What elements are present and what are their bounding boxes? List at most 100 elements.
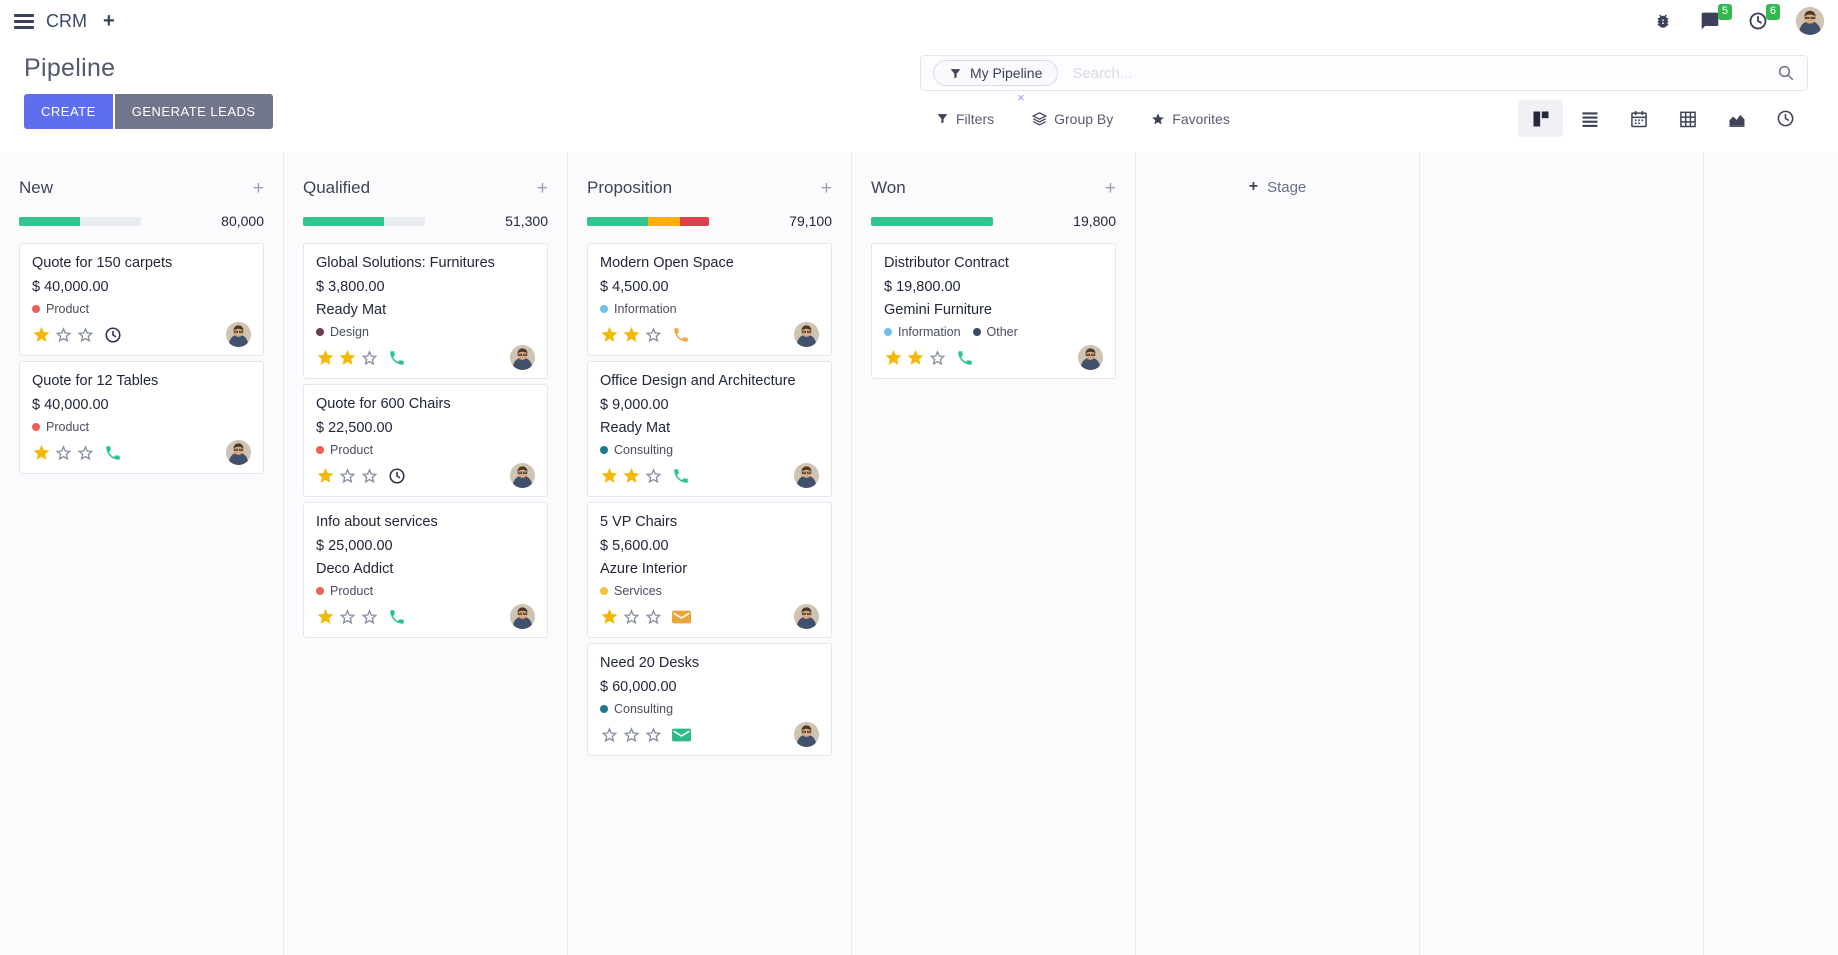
clock-icon[interactable] <box>388 467 406 485</box>
salesperson-avatar[interactable] <box>510 604 535 629</box>
plus-icon[interactable]: + <box>103 10 115 32</box>
card-title: Global Solutions: Furnitures <box>316 255 495 271</box>
card-partner: Ready Mat <box>316 302 387 318</box>
activities-clock-icon[interactable]: 6 <box>1748 4 1780 31</box>
star-empty-icon[interactable] <box>54 325 73 344</box>
star-filled-icon[interactable] <box>316 466 335 485</box>
star-filled-icon[interactable] <box>32 325 51 344</box>
pivot-view-button[interactable] <box>1665 100 1710 137</box>
kanban-card[interactable]: Info about services $ 25,000.00 Deco Add… <box>303 502 548 638</box>
star-empty-icon[interactable] <box>644 607 663 626</box>
salesperson-avatar[interactable] <box>794 322 819 347</box>
kanban-card[interactable]: Quote for 600 Chairs $ 22,500.00 Product <box>303 384 548 497</box>
phone-icon[interactable] <box>956 349 974 367</box>
plus-icon: + <box>1248 178 1259 195</box>
star-filled-icon[interactable] <box>600 466 619 485</box>
star-empty-icon[interactable] <box>76 443 95 462</box>
star-empty-icon[interactable] <box>644 325 663 344</box>
star-empty-icon[interactable] <box>644 466 663 485</box>
add-record-icon[interactable]: + <box>536 177 548 199</box>
star-empty-icon[interactable] <box>644 725 663 744</box>
kanban-card[interactable]: 5 VP Chairs $ 5,600.00 Azure Interior Se… <box>587 502 832 638</box>
search-facet[interactable]: My Pipeline <box>933 60 1059 86</box>
search-icon[interactable] <box>1777 64 1795 82</box>
kanban-card[interactable]: Global Solutions: Furnitures $ 3,800.00 … <box>303 243 548 379</box>
star-empty-icon[interactable] <box>360 348 379 367</box>
kanban-card[interactable]: Quote for 12 Tables $ 40,000.00 Product <box>19 361 264 474</box>
kanban-card[interactable]: Distributor Contract $ 19,800.00 Gemini … <box>871 243 1116 379</box>
tag-color-dot <box>600 305 608 313</box>
card-tags: Product <box>316 443 535 457</box>
generate-leads-button[interactable]: GENERATE LEADS <box>114 94 273 129</box>
star-filled-icon[interactable] <box>316 607 335 626</box>
salesperson-avatar[interactable] <box>1078 345 1103 370</box>
star-filled-icon[interactable] <box>906 348 925 367</box>
salesperson-avatar[interactable] <box>226 322 251 347</box>
star-empty-icon[interactable] <box>622 607 641 626</box>
star-filled-icon[interactable] <box>338 348 357 367</box>
debug-bug-icon[interactable] <box>1654 12 1672 30</box>
add-record-icon[interactable]: + <box>1104 177 1116 199</box>
favorites-menu[interactable]: Favorites <box>1151 111 1230 127</box>
graph-view-icon <box>1729 114 1744 127</box>
star-empty-icon[interactable] <box>622 725 641 744</box>
column-progressbar[interactable] <box>19 216 141 226</box>
column-progressbar[interactable] <box>303 216 425 226</box>
salesperson-avatar[interactable] <box>794 722 819 747</box>
kanban-card[interactable]: Modern Open Space $ 4,500.00 Information <box>587 243 832 356</box>
star-empty-icon[interactable] <box>360 607 379 626</box>
star-filled-icon[interactable] <box>600 607 619 626</box>
star-empty-icon[interactable] <box>360 466 379 485</box>
star-filled-icon[interactable] <box>622 466 641 485</box>
salesperson-avatar[interactable] <box>510 463 535 488</box>
salesperson-avatar[interactable] <box>510 345 535 370</box>
facet-remove-icon[interactable]: × <box>1017 90 1025 105</box>
envelope-icon[interactable] <box>672 609 691 625</box>
priority-stars <box>32 325 95 344</box>
star-empty-icon[interactable] <box>338 466 357 485</box>
add-record-icon[interactable]: + <box>820 177 832 199</box>
star-filled-icon[interactable] <box>600 325 619 344</box>
user-avatar[interactable] <box>1796 7 1824 35</box>
filters-menu[interactable]: Filters <box>936 111 994 127</box>
activity-view-button[interactable] <box>1763 100 1808 137</box>
kanban-card[interactable]: Quote for 150 carpets $ 40,000.00 Produc… <box>19 243 264 356</box>
star-filled-icon[interactable] <box>884 348 903 367</box>
column-progressbar[interactable] <box>587 216 709 226</box>
star-empty-icon[interactable] <box>338 607 357 626</box>
app-name[interactable]: CRM <box>46 10 87 31</box>
star-empty-icon[interactable] <box>76 325 95 344</box>
kanban-card[interactable]: Office Design and Architecture $ 9,000.0… <box>587 361 832 497</box>
star-empty-icon[interactable] <box>600 725 619 744</box>
messages-icon[interactable]: 5 <box>1700 4 1732 31</box>
kanban-card[interactable]: Need 20 Desks $ 60,000.00 Consulting <box>587 643 832 756</box>
search-box[interactable]: My Pipeline × <box>920 55 1808 105</box>
phone-icon[interactable] <box>388 349 406 367</box>
column-progressbar[interactable] <box>871 216 993 226</box>
graph-view-button[interactable] <box>1714 100 1759 137</box>
card-tags: Design <box>316 325 535 339</box>
salesperson-avatar[interactable] <box>794 604 819 629</box>
salesperson-avatar[interactable] <box>226 440 251 465</box>
star-empty-icon[interactable] <box>928 348 947 367</box>
calendar-view-button[interactable] <box>1616 100 1661 137</box>
search-input[interactable] <box>1070 63 1777 83</box>
phone-icon[interactable] <box>672 326 690 344</box>
phone-icon[interactable] <box>672 467 690 485</box>
star-filled-icon[interactable] <box>32 443 51 462</box>
salesperson-avatar[interactable] <box>794 463 819 488</box>
list-view-button[interactable] <box>1567 100 1612 137</box>
star-empty-icon[interactable] <box>54 443 73 462</box>
add-stage-button[interactable]: + Stage <box>1249 178 1307 196</box>
phone-icon[interactable] <box>104 444 122 462</box>
group-by-menu[interactable]: Group By <box>1032 111 1113 127</box>
star-filled-icon[interactable] <box>622 325 641 344</box>
create-button[interactable]: CREATE <box>24 94 113 129</box>
star-filled-icon[interactable] <box>316 348 335 367</box>
apps-menu-icon[interactable] <box>14 13 34 29</box>
add-record-icon[interactable]: + <box>252 177 264 199</box>
clock-icon[interactable] <box>104 326 122 344</box>
envelope-icon[interactable] <box>672 727 691 743</box>
phone-icon[interactable] <box>388 608 406 626</box>
kanban-view-button[interactable] <box>1518 100 1563 137</box>
